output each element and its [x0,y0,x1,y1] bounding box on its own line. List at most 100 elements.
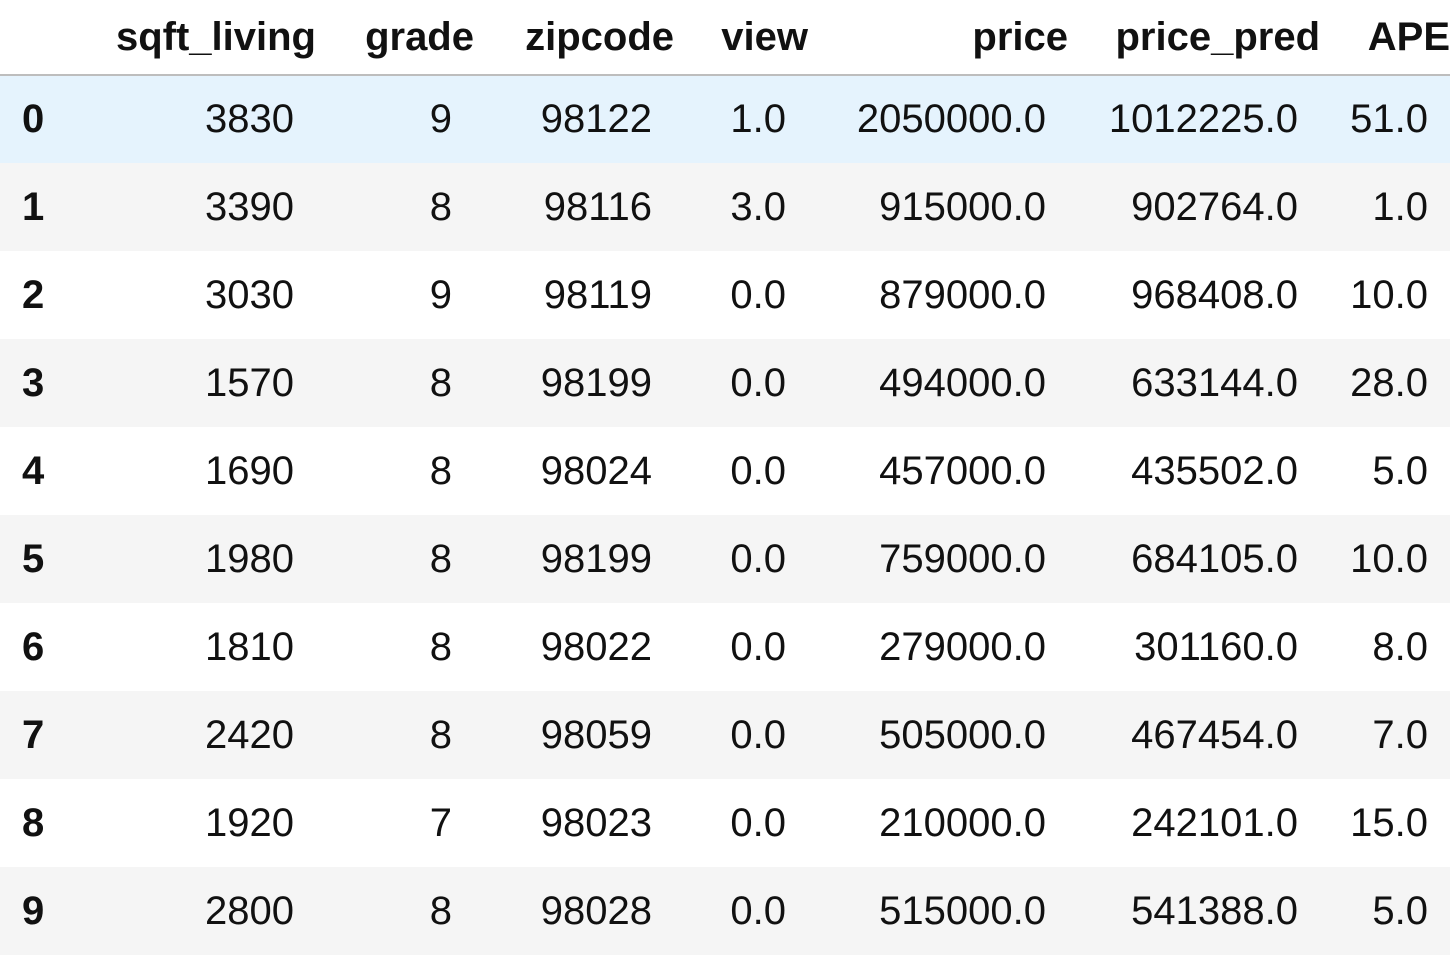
cell-grade: 8 [429,448,452,493]
row-index: 0 [22,97,45,141]
cell-view: 1.0 [730,97,786,141]
cell-view: 0.0 [730,360,786,405]
cell-zipcode: 98199 [540,536,652,581]
cell-grade: 8 [429,712,452,757]
cell-ape: 10.0 [1350,536,1428,581]
column-header-view: view [674,0,808,76]
cell-zipcode: 98119 [543,272,652,317]
row-index: 5 [22,536,45,581]
cell-grade: 8 [429,624,452,669]
cell-view: 0.0 [730,624,786,669]
table-row: 3 1570 8 98199 0.0 494000.0 633144.0 28.0 [0,339,1450,427]
cell-grade: 7 [429,800,452,845]
table-row: 5 1980 8 98199 0.0 759000.0 684105.0 10.0 [0,515,1450,603]
table-row: 8 1920 7 98023 0.0 210000.0 242101.0 15.0 [0,779,1450,867]
cell-view: 3.0 [730,184,786,229]
row-index: 8 [22,800,45,845]
cell-ape: 51.0 [1350,97,1428,141]
cell-grade: 8 [429,184,452,229]
cell-zipcode: 98116 [543,184,652,229]
cell-ape: 15.0 [1350,800,1428,845]
cell-sqft-living: 1570 [205,360,294,405]
cell-sqft-living: 1920 [205,800,294,845]
cell-price-pred: 467454.0 [1131,712,1298,757]
cell-grade: 8 [429,888,452,933]
row-index: 3 [22,360,45,405]
cell-price-pred: 1012225.0 [1108,97,1298,141]
table-row: 0 3830 9 98122 1.0 2050000.0 1012225.0 51.0 [0,75,1450,163]
cell-zipcode: 98024 [540,448,652,493]
cell-view: 0.0 [730,800,786,845]
cell-ape: 7.0 [1372,712,1428,757]
cell-sqft-living: 2800 [205,888,294,933]
cell-ape: 8.0 [1372,624,1428,669]
column-header-sqft-living: sqft_living [70,0,316,76]
cell-price: 494000.0 [879,360,1046,405]
cell-ape: 5.0 [1372,888,1428,933]
cell-ape: 5.0 [1372,448,1428,493]
table-row: 2 3030 9 98119 0.0 879000.0 968408.0 10.0 [0,251,1450,339]
cell-price: 279000.0 [879,624,1046,669]
cell-sqft-living: 1690 [205,448,294,493]
cell-grade: 9 [429,272,452,317]
cell-price: 759000.0 [879,536,1046,581]
table-row: 9 2800 8 98028 0.0 515000.0 541388.0 5.0 [0,867,1450,955]
table-row: 1 3390 8 98116 3.0 915000.0 902764.0 1.0 [0,163,1450,251]
table-header: sqft_living grade zipcode view price pri… [0,0,1450,76]
header-row: sqft_living grade zipcode view price pri… [0,0,1450,76]
cell-zipcode: 98022 [540,624,652,669]
column-header-zipcode: zipcode [474,0,674,76]
cell-zipcode: 98023 [540,800,652,845]
row-index: 7 [22,712,45,757]
row-index: 2 [22,272,45,317]
cell-price: 515000.0 [879,888,1046,933]
cell-zipcode: 98199 [540,360,652,405]
cell-ape: 10.0 [1350,272,1428,317]
cell-price: 879000.0 [879,272,1046,317]
cell-sqft-living: 3830 [205,97,294,141]
cell-grade: 8 [429,360,452,405]
index-header [0,0,70,76]
cell-price-pred: 684105.0 [1131,536,1298,581]
cell-price-pred: 301160.0 [1134,624,1298,669]
cell-view: 0.0 [730,448,786,493]
table-row: 7 2420 8 98059 0.0 505000.0 467454.0 7.0 [0,691,1450,779]
cell-sqft-living: 3030 [205,272,294,317]
cell-price-pred: 541388.0 [1131,888,1298,933]
cell-price: 210000.0 [879,800,1046,845]
cell-zipcode: 98059 [540,712,652,757]
table-row: 6 1810 8 98022 0.0 279000.0 301160.0 8.0 [0,603,1450,691]
cell-sqft-living: 2420 [205,712,294,757]
cell-grade: 8 [429,536,452,581]
cell-price-pred: 242101.0 [1131,800,1298,845]
cell-zipcode: 98028 [540,888,652,933]
cell-price: 915000.0 [879,184,1046,229]
column-header-ape: APE [1320,0,1450,76]
column-header-grade: grade [316,0,474,76]
cell-view: 0.0 [730,272,786,317]
cell-view: 0.0 [730,888,786,933]
row-index: 9 [22,888,45,933]
cell-sqft-living: 3390 [205,184,294,229]
cell-price-pred: 435502.0 [1131,448,1298,493]
column-header-price: price [808,0,1068,76]
cell-view: 0.0 [730,536,786,581]
table-row: 4 1690 8 98024 0.0 457000.0 435502.0 5.0 [0,427,1450,515]
row-index: 4 [22,448,45,493]
cell-sqft-living: 1980 [205,536,294,581]
row-index: 6 [22,624,45,669]
cell-price: 2050000.0 [856,97,1046,141]
cell-view: 0.0 [730,712,786,757]
cell-zipcode: 98122 [540,97,652,141]
cell-price-pred: 968408.0 [1131,272,1298,317]
cell-ape: 1.0 [1372,184,1428,229]
cell-price: 505000.0 [879,712,1046,757]
cell-sqft-living: 1810 [205,624,294,669]
table-body: 0 3830 9 98122 1.0 2050000.0 1012225.0 51.0 1 339… [0,75,1450,955]
cell-price: 457000.0 [879,448,1046,493]
cell-price-pred: 902764.0 [1131,184,1298,229]
column-header-price-pred: price_pred [1068,0,1320,76]
cell-ape: 28.0 [1350,360,1428,405]
cell-grade: 9 [429,97,452,141]
